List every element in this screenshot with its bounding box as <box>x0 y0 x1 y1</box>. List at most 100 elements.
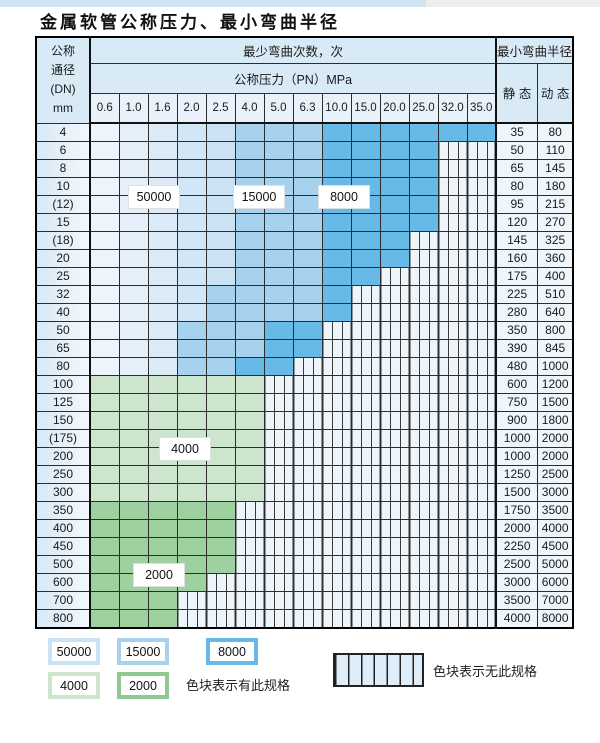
dn-header-line2: 通径 <box>50 63 75 78</box>
no-spec-cell <box>263 555 294 574</box>
no-spec-cell <box>321 447 352 466</box>
spec-cell <box>379 195 410 214</box>
no-spec-cell <box>234 555 265 574</box>
no-spec-cell <box>408 357 439 376</box>
no-spec-cell <box>466 159 497 178</box>
no-spec-cell <box>350 465 381 484</box>
table-row: (175) 1000 2000 <box>35 429 574 448</box>
no-spec-cell <box>466 267 497 286</box>
dn-header-line3: (DN) <box>50 82 76 97</box>
spec-cell <box>176 411 207 430</box>
table-row: 800 4000 8000 <box>35 609 574 629</box>
spec-cell <box>118 231 149 250</box>
spec-cell <box>263 141 294 160</box>
spec-cell <box>118 393 149 412</box>
static-value-cell: 1000 <box>495 447 539 466</box>
no-spec-cell <box>437 519 468 538</box>
no-spec-cell <box>321 483 352 502</box>
dn-cell: (12) <box>35 195 91 214</box>
top-strip <box>0 0 600 7</box>
no-spec-cell <box>379 357 410 376</box>
no-spec-cell <box>321 465 352 484</box>
no-spec-cell <box>437 591 468 610</box>
dn-cell: 250 <box>35 465 91 484</box>
spec-table-wrap: 公称 通径 (DN) mm 最少弯曲次数，次 最小弯曲半径 公称压力（PN）MP… <box>35 36 575 629</box>
no-spec-cell <box>408 609 439 629</box>
spec-cell <box>176 249 207 268</box>
dn-cell: 200 <box>35 447 91 466</box>
spec-cell <box>234 213 265 232</box>
dynamic-value-cell: 325 <box>537 231 574 250</box>
legend-swatch-label: 4000 <box>52 676 96 695</box>
no-spec-cell <box>466 321 497 340</box>
no-spec-cell <box>466 303 497 322</box>
no-spec-cell <box>350 591 381 610</box>
spec-cell <box>118 267 149 286</box>
no-spec-cell <box>292 573 323 592</box>
table-row: 6 50 110 <box>35 141 574 160</box>
no-spec-cell <box>437 483 468 502</box>
pressure-value-cell: 1.0 <box>118 92 149 124</box>
no-spec-cell <box>350 609 381 629</box>
no-spec-cell <box>408 591 439 610</box>
spec-cell <box>234 357 265 376</box>
spec-cell <box>89 483 120 502</box>
no-spec-cell <box>263 393 294 412</box>
no-spec-cell <box>408 555 439 574</box>
table-row: 25 175 400 <box>35 267 574 286</box>
spec-cell <box>263 339 294 358</box>
no-spec-cell <box>437 573 468 592</box>
no-spec-cell <box>408 267 439 286</box>
no-spec-cell <box>263 447 294 466</box>
spec-cell <box>118 285 149 304</box>
no-spec-cell <box>321 555 352 574</box>
static-value-cell: 480 <box>495 357 539 376</box>
spec-cell <box>205 411 236 430</box>
no-spec-cell <box>350 501 381 520</box>
no-spec-cell <box>466 501 497 520</box>
no-spec-cell <box>263 537 294 556</box>
spec-cell <box>176 483 207 502</box>
cycle-label-15000: 15000 <box>233 185 285 209</box>
spec-cell <box>118 465 149 484</box>
spec-cell <box>147 393 178 412</box>
spec-cell <box>89 375 120 394</box>
spec-cell <box>89 213 120 232</box>
spec-cell <box>234 447 265 466</box>
no-spec-cell <box>408 447 439 466</box>
dynamic-value-cell: 270 <box>537 213 574 232</box>
spec-cell <box>263 303 294 322</box>
table-row: 80 480 1000 <box>35 357 574 376</box>
table-row: 20 160 360 <box>35 249 574 268</box>
spec-cell <box>205 339 236 358</box>
table-row: 8 65 145 <box>35 159 574 178</box>
spec-cell <box>89 447 120 466</box>
spec-cell <box>321 159 352 178</box>
spec-cell <box>234 321 265 340</box>
no-spec-cell <box>437 339 468 358</box>
no-spec-cell <box>379 321 410 340</box>
static-value-cell: 120 <box>495 213 539 232</box>
no-spec-cell <box>408 411 439 430</box>
dynamic-value-cell: 845 <box>537 339 574 358</box>
spec-cell <box>234 141 265 160</box>
spec-cell <box>147 285 178 304</box>
dynamic-value-cell: 4500 <box>537 537 574 556</box>
spec-cell <box>147 375 178 394</box>
legend-swatch-label: 2000 <box>121 676 165 695</box>
no-spec-cell <box>263 465 294 484</box>
dn-cell: (18) <box>35 231 91 250</box>
spec-cell <box>234 285 265 304</box>
no-spec-cell <box>205 573 236 592</box>
pressure-value-cell: 6.3 <box>292 92 323 124</box>
spec-cell <box>205 159 236 178</box>
no-spec-cell <box>292 483 323 502</box>
no-spec-cell <box>263 501 294 520</box>
dynamic-value-cell: 360 <box>537 249 574 268</box>
spec-cell <box>118 429 149 448</box>
bend-cycles-header: 最少弯曲次数，次 <box>89 36 497 64</box>
spec-cell <box>118 321 149 340</box>
spec-cell <box>321 122 352 142</box>
spec-cell <box>350 213 381 232</box>
table-row: 125 750 1500 <box>35 393 574 412</box>
